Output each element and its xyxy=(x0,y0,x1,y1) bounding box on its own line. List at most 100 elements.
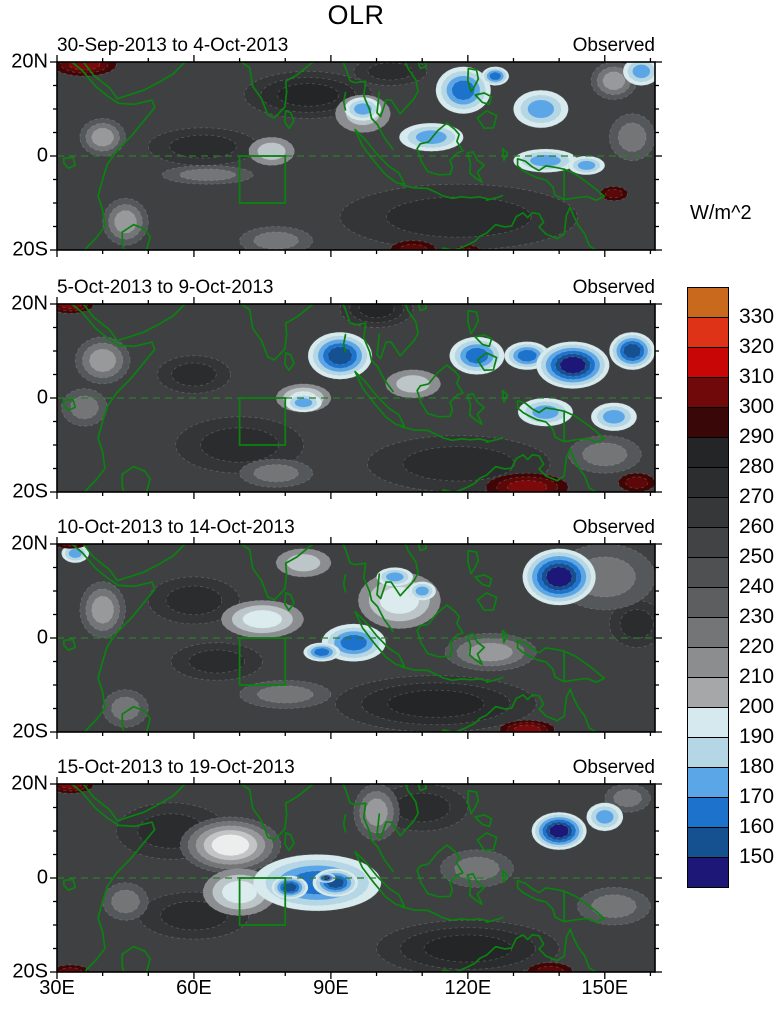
coastline xyxy=(121,945,151,972)
pale-olr-region xyxy=(395,374,431,393)
coastline xyxy=(376,784,419,840)
light-olr-region xyxy=(591,894,637,919)
low-olr-region xyxy=(602,409,626,424)
y-axis-label: 20N xyxy=(11,772,48,795)
x-axis-label: 150E xyxy=(581,977,629,999)
colorbar-tick-label: 220 xyxy=(739,635,775,658)
x-axis-label: 30E xyxy=(39,977,75,999)
colorbar-tick-label: 320 xyxy=(739,335,775,358)
colorbar-tick-label: 290 xyxy=(739,425,775,448)
dark-olr-region xyxy=(393,792,451,823)
colorbar-cell xyxy=(688,318,728,348)
coastline xyxy=(417,62,428,70)
panel-1-source-label: Observed xyxy=(572,35,655,56)
colorbar-tick-label: 330 xyxy=(739,305,775,328)
coastline xyxy=(417,784,428,792)
coastline xyxy=(485,916,504,924)
panel-4-period: 15-Oct-2013 to 19-Oct-2013 xyxy=(57,757,295,778)
colorbar-tick-label: 190 xyxy=(739,725,775,748)
coastline xyxy=(474,334,493,348)
pale-olr-region xyxy=(257,142,286,161)
coastline xyxy=(400,183,490,201)
coastline xyxy=(82,784,186,822)
colorbar-cell xyxy=(688,438,728,468)
coastline xyxy=(70,304,156,492)
pale-olr-region xyxy=(286,553,321,572)
low-olr-region xyxy=(489,71,502,81)
high-olr-region xyxy=(57,544,89,550)
low-olr-region xyxy=(623,343,642,359)
coastline xyxy=(516,639,606,684)
coastline xyxy=(342,813,347,833)
y-axis-label: 20S xyxy=(12,238,48,261)
low-olr-region xyxy=(529,154,562,167)
y-axis-label: 20N xyxy=(11,532,48,555)
coastline xyxy=(466,872,486,906)
low-olr-region xyxy=(313,647,330,657)
coastline xyxy=(476,832,498,852)
colorbar-tick-label: 150 xyxy=(739,845,775,868)
colorbar-tick-label: 160 xyxy=(739,815,775,838)
coastline xyxy=(516,879,606,924)
high-olr-region xyxy=(68,62,101,71)
index-box xyxy=(238,637,287,686)
colorbar-cell xyxy=(688,708,728,738)
coastline xyxy=(501,147,509,162)
colorbar-tick-label: 170 xyxy=(739,785,775,808)
dark-olr-region xyxy=(165,585,223,616)
y-axis-label: 20N xyxy=(11,292,48,315)
coastline xyxy=(501,869,509,884)
colorbar-cell xyxy=(688,468,728,498)
coastline xyxy=(441,206,598,250)
high-olr-region xyxy=(513,724,541,732)
low-olr-region xyxy=(415,586,430,596)
index-box xyxy=(238,877,287,926)
light-olr-region xyxy=(256,685,314,704)
index-box xyxy=(238,155,287,204)
coastline xyxy=(283,352,295,372)
coastline xyxy=(62,398,77,412)
low-olr-region xyxy=(549,824,570,838)
dark-olr-region xyxy=(188,649,246,674)
coastline xyxy=(239,62,315,119)
coastline xyxy=(466,789,480,815)
light-olr-region xyxy=(613,789,642,808)
colorbar-cell xyxy=(688,828,728,858)
colorbar-cells xyxy=(687,287,729,888)
coastline xyxy=(416,364,464,418)
colorbar-cell xyxy=(688,288,728,318)
low-olr-region xyxy=(632,64,651,79)
coastline xyxy=(376,304,419,360)
coastline xyxy=(342,304,394,393)
y-axis-label: 20S xyxy=(12,480,48,503)
light-olr-region xyxy=(111,889,140,914)
low-olr-region xyxy=(595,809,614,825)
colorbar-unit-label: W/m^2 xyxy=(690,202,752,224)
coastline xyxy=(416,604,464,658)
coastline xyxy=(62,156,77,170)
light-olr-region xyxy=(89,348,117,373)
coastline xyxy=(466,549,480,575)
colorbar-cell xyxy=(688,738,728,768)
y-axis-label: 0 xyxy=(36,866,48,889)
y-axis-label: 0 xyxy=(36,626,48,649)
coastline xyxy=(400,905,490,923)
colorbar-tick-label: 240 xyxy=(739,575,775,598)
panel-3-source-label: Observed xyxy=(572,517,655,538)
coastline xyxy=(474,814,493,828)
y-axis-labels-panel-3: 20N 0 20S xyxy=(0,533,50,743)
colorbar-tick-label: 230 xyxy=(739,605,775,628)
x-axis-label: 90E xyxy=(313,977,349,999)
colorbar-cell xyxy=(688,378,728,408)
low-olr-region xyxy=(517,349,538,362)
colorbar-cell xyxy=(688,408,728,438)
x-axis-labels: 30E 60E 90E 120E 150E xyxy=(39,977,655,1005)
dark-olr-region xyxy=(171,362,217,387)
light-olr-region xyxy=(211,834,250,857)
coastline xyxy=(70,62,156,250)
panel-1-period: 30-Sep-2013 to 4-Oct-2013 xyxy=(57,35,289,56)
low-olr-region xyxy=(465,347,489,364)
dark-olr-region xyxy=(160,900,228,931)
panel-3-header: 10-Oct-2013 to 14-Oct-2013 Observed xyxy=(57,516,655,540)
